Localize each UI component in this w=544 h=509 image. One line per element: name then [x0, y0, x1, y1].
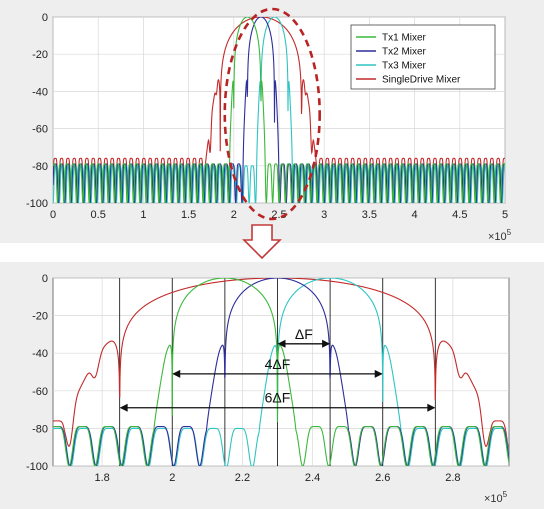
- top-exponent-base: ×10: [488, 231, 507, 243]
- annotation-4ΔF: 4ΔF: [172, 356, 383, 378]
- top-y-tick-label: -60: [32, 124, 48, 136]
- bottom-y-tick-label: -20: [32, 311, 48, 323]
- top-y-tick-label: -20: [32, 49, 48, 61]
- top-x-tick-label: 4: [412, 209, 418, 221]
- highlight-ellipse: [223, 7, 321, 221]
- legend-entry-tx2: Tx2 Mixer: [356, 47, 427, 58]
- legend-label-singledrive: SingleDrive Mixer: [382, 75, 461, 86]
- bottom-y-tick-label: -80: [32, 423, 48, 435]
- annotation-arrowhead-right: [427, 403, 436, 412]
- bottom-exponent-power: 5: [503, 490, 508, 499]
- top-y-tick-label: 0: [42, 12, 48, 24]
- legend-entry-singledrive: SingleDrive Mixer: [356, 75, 461, 86]
- legend-label-tx3: Tx3 Mixer: [382, 61, 427, 72]
- bottom-x-tick-label: 2.8: [445, 472, 460, 484]
- top-x-tick-label: 3: [321, 209, 327, 221]
- top-x-tick-label: 1.5: [181, 209, 196, 221]
- top-x-tick-label: 2: [231, 209, 237, 221]
- annotation-arrowhead-right: [374, 369, 383, 378]
- bottom-series-group: [53, 278, 509, 466]
- top-series-tx1-mixer: [53, 17, 505, 203]
- top-y-tick-labels: 0 -20 -40 -60 -80 -100: [26, 12, 48, 210]
- bottom-y-tick-labels: 0 -20 -40 -60 -80 -100: [26, 273, 48, 473]
- bottom-y-tick-label: -60: [32, 386, 48, 398]
- bottom-exponent-base: ×10: [484, 493, 503, 505]
- annotation-label: ΔF: [295, 326, 313, 342]
- bottom-series-tx3-mixer: [53, 278, 509, 466]
- top-x-tick-labels: 0 0.5 1 1.5 2 2.5 3 3.5 4 4.5 5: [50, 209, 508, 221]
- bottom-plot-area: [52, 277, 510, 467]
- bottom-x-tick-label: 2.6: [375, 472, 390, 484]
- annotation-arrowhead-left: [119, 403, 128, 412]
- top-y-tick-label: -40: [32, 86, 48, 98]
- annotation-arrowhead-right: [322, 339, 331, 348]
- legend: Tx1 Mixer Tx2 Mixer Tx3 Mixer SingleDriv…: [350, 24, 496, 90]
- annotation-arrowhead-left: [277, 339, 286, 348]
- bottom-x-tick-labels: 1.8 2 2.2 2.4 2.6 2.8: [94, 472, 460, 484]
- top-series-tx2-mixer: [53, 17, 505, 203]
- zoom-arrow-icon: [242, 224, 282, 260]
- top-x-tick-label: 1: [140, 209, 146, 221]
- bottom-y-tick-label: 0: [42, 273, 48, 285]
- bottom-y-tick-label: -100: [26, 461, 48, 473]
- annotation-arrowhead-left: [172, 369, 181, 378]
- bottom-y-tick-label: -40: [32, 348, 48, 360]
- top-x-tick-label: 5: [502, 209, 508, 221]
- svg-text:×105: ×105: [488, 228, 512, 243]
- top-chart-panel: 0-20-40-60-80-100 0 0.5 1 1.5 2 2.5 3 3.5 4 4.5 5 …: [0, 0, 544, 243]
- top-series-group: [53, 17, 505, 203]
- top-x-tick-label: 0: [50, 209, 56, 221]
- bottom-x-tick-label: 1.8: [94, 472, 109, 484]
- bottom-x-tick-label: 2.4: [305, 472, 320, 484]
- top-y-tick-label: -80: [32, 161, 48, 173]
- annotation-label: 4ΔF: [265, 356, 291, 372]
- top-x-tick-label: 0.5: [91, 209, 106, 221]
- top-x-tick-label: 4.5: [452, 209, 467, 221]
- annotation-label: 6ΔF: [265, 390, 291, 406]
- top-x-tick-label: 3.5: [362, 209, 377, 221]
- legend-entry-tx3: Tx3 Mixer: [356, 61, 427, 72]
- top-y-tick-label: -100: [26, 198, 48, 210]
- legend-label-tx2: Tx2 Mixer: [382, 47, 427, 58]
- bottom-series-tx1-mixer: [53, 278, 509, 466]
- legend-entry-tx1: Tx1 Mixer: [356, 33, 427, 44]
- svg-text:×105: ×105: [484, 490, 508, 505]
- bottom-x-exponent: ×105: [484, 490, 508, 505]
- legend-label-tx1: Tx1 Mixer: [382, 33, 427, 44]
- annotation-ΔF: ΔF: [277, 326, 331, 348]
- top-exponent-power: 5: [507, 228, 512, 237]
- bottom-x-tick-label: 2.2: [235, 472, 250, 484]
- annotation-6ΔF: 6ΔF: [119, 390, 436, 412]
- top-x-exponent: ×105: [488, 228, 512, 243]
- bottom-x-tick-label: 2: [169, 472, 175, 484]
